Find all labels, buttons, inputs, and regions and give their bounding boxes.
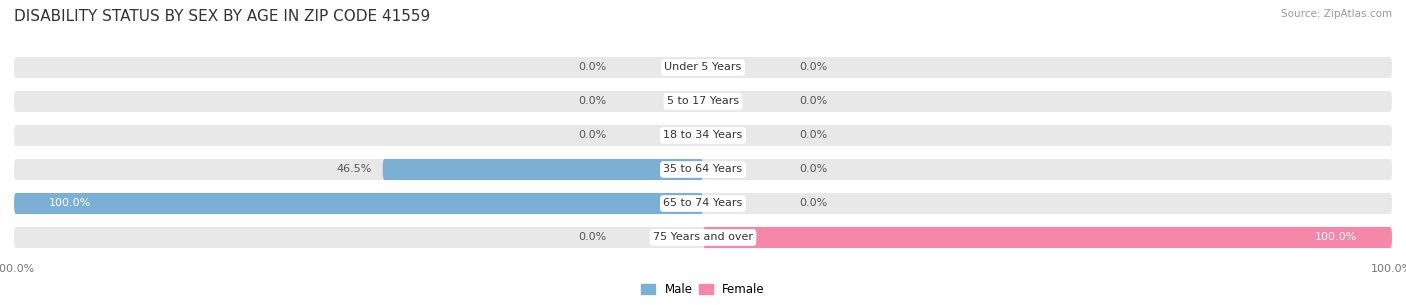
FancyBboxPatch shape — [14, 193, 703, 214]
Text: 5 to 17 Years: 5 to 17 Years — [666, 96, 740, 106]
FancyBboxPatch shape — [14, 91, 1392, 112]
Text: 0.0%: 0.0% — [578, 96, 606, 106]
FancyBboxPatch shape — [703, 227, 1392, 248]
Text: 46.5%: 46.5% — [337, 164, 373, 174]
FancyBboxPatch shape — [14, 193, 1392, 214]
FancyBboxPatch shape — [14, 227, 1392, 248]
Text: 35 to 64 Years: 35 to 64 Years — [664, 164, 742, 174]
Text: 0.0%: 0.0% — [578, 63, 606, 73]
Text: Under 5 Years: Under 5 Years — [665, 63, 741, 73]
Text: Source: ZipAtlas.com: Source: ZipAtlas.com — [1281, 9, 1392, 19]
Text: 0.0%: 0.0% — [578, 131, 606, 141]
Text: 0.0%: 0.0% — [800, 96, 828, 106]
FancyBboxPatch shape — [14, 159, 1392, 180]
Legend: Male, Female: Male, Female — [641, 283, 765, 296]
FancyBboxPatch shape — [14, 125, 1392, 146]
Text: 0.0%: 0.0% — [800, 131, 828, 141]
FancyBboxPatch shape — [382, 159, 703, 180]
Text: 100.0%: 100.0% — [48, 199, 91, 209]
Text: 65 to 74 Years: 65 to 74 Years — [664, 199, 742, 209]
Text: 100.0%: 100.0% — [1315, 232, 1358, 242]
Text: 0.0%: 0.0% — [800, 199, 828, 209]
Text: DISABILITY STATUS BY SEX BY AGE IN ZIP CODE 41559: DISABILITY STATUS BY SEX BY AGE IN ZIP C… — [14, 9, 430, 24]
Text: 75 Years and over: 75 Years and over — [652, 232, 754, 242]
Text: 0.0%: 0.0% — [578, 232, 606, 242]
Text: 18 to 34 Years: 18 to 34 Years — [664, 131, 742, 141]
Text: 0.0%: 0.0% — [800, 164, 828, 174]
FancyBboxPatch shape — [14, 57, 1392, 78]
Text: 0.0%: 0.0% — [800, 63, 828, 73]
